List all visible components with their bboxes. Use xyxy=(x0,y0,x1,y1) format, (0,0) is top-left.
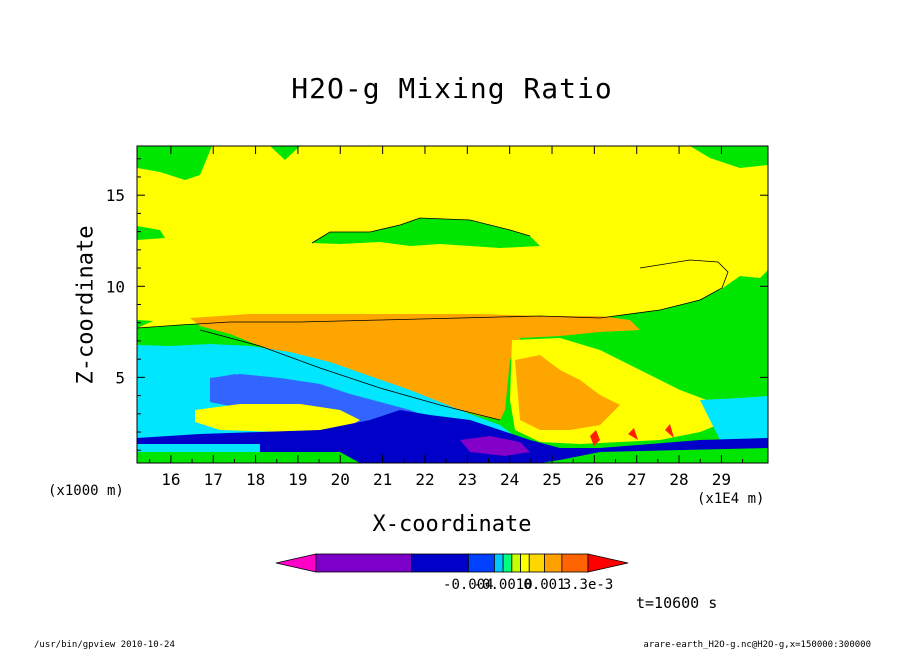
colorbar-segment xyxy=(511,553,521,573)
chart-title: H2O-g Mixing Ratio xyxy=(291,72,613,105)
x-axis-label: X-coordinate xyxy=(372,512,532,537)
colorbar-label: -0.0010 xyxy=(474,577,533,593)
x-tick-label: 24 xyxy=(500,470,519,489)
field-level-blue xyxy=(210,374,430,430)
colorbar-label: -0.004 xyxy=(443,577,494,593)
x-tick-label: 23 xyxy=(458,470,477,489)
x-tick-label: 17 xyxy=(204,470,223,489)
colorbar-label: 0.001 xyxy=(523,577,565,593)
field-level-cyan-base xyxy=(137,444,260,452)
colorbar-segment xyxy=(315,553,413,573)
x-tick-label: 19 xyxy=(288,470,307,489)
contour-line-upper xyxy=(311,217,531,244)
time-label: t=10600 s xyxy=(636,594,718,612)
field-level-yellow-anvil xyxy=(137,260,728,328)
x-tick-label: 25 xyxy=(542,470,561,489)
colorbar-segment xyxy=(502,553,513,573)
colorbar-segment xyxy=(411,553,469,573)
field-level-green-base xyxy=(137,452,360,463)
x-tick-label: 18 xyxy=(246,470,265,489)
field-level-navy xyxy=(137,410,768,463)
footer-file: arare-earth_H2O-g.nc@H2O-g,x=150000:3000… xyxy=(643,640,871,650)
colorbar-label: 3.3e-3 xyxy=(563,577,614,593)
contour-field xyxy=(137,146,768,463)
colorbar-segment xyxy=(467,553,495,573)
x-tick-label: 29 xyxy=(712,470,731,489)
y-tick-label: 15 xyxy=(106,186,125,205)
contour-line-slope xyxy=(199,329,501,421)
field-level-yellow-low xyxy=(195,404,360,432)
contour-line-anvil xyxy=(137,259,729,329)
colorbar-segment xyxy=(520,553,530,573)
y-axis-label: Z-coordinate xyxy=(73,225,99,385)
field-level-purple xyxy=(460,436,530,456)
x-tick-label: 28 xyxy=(669,470,688,489)
field-level-green-top xyxy=(137,146,768,180)
colorbar-segment xyxy=(544,553,563,573)
colorbar-segment xyxy=(494,553,504,573)
x-tick-label: 20 xyxy=(331,470,350,489)
field-level-blue-patch xyxy=(212,374,240,390)
colorbar-segment xyxy=(528,553,545,573)
x-tick-label: 27 xyxy=(627,470,646,489)
tick-labels: 16 17 18 19 20 21 22 23 24 25 26 27 28 29 5 10 15 xyxy=(106,186,731,489)
colorbar-segment xyxy=(275,553,317,573)
field-level-cyan-right xyxy=(700,396,768,440)
field-level-green-mid xyxy=(312,218,540,248)
field-level-green-left xyxy=(137,226,165,240)
colorbar-segment xyxy=(561,553,589,573)
field-level-orange-core xyxy=(190,314,640,420)
x-unit-right: (x1E4 m) xyxy=(697,491,765,507)
field-level-red-spots xyxy=(590,424,674,446)
y-tick-label: 5 xyxy=(115,368,125,387)
x-unit-left: (x1000 m) xyxy=(48,483,124,499)
x-tick-label: 16 xyxy=(161,470,180,489)
field-level-orange-right xyxy=(515,355,620,430)
x-tick-label: 22 xyxy=(415,470,434,489)
x-tick-label: 26 xyxy=(585,470,604,489)
axis-ticks xyxy=(137,146,768,463)
y-tick-label: 10 xyxy=(106,277,125,296)
x-tick-label: 21 xyxy=(373,470,392,489)
footer-command: /usr/bin/gpview 2010-10-24 xyxy=(34,640,175,650)
colorbar-segment xyxy=(587,553,629,573)
